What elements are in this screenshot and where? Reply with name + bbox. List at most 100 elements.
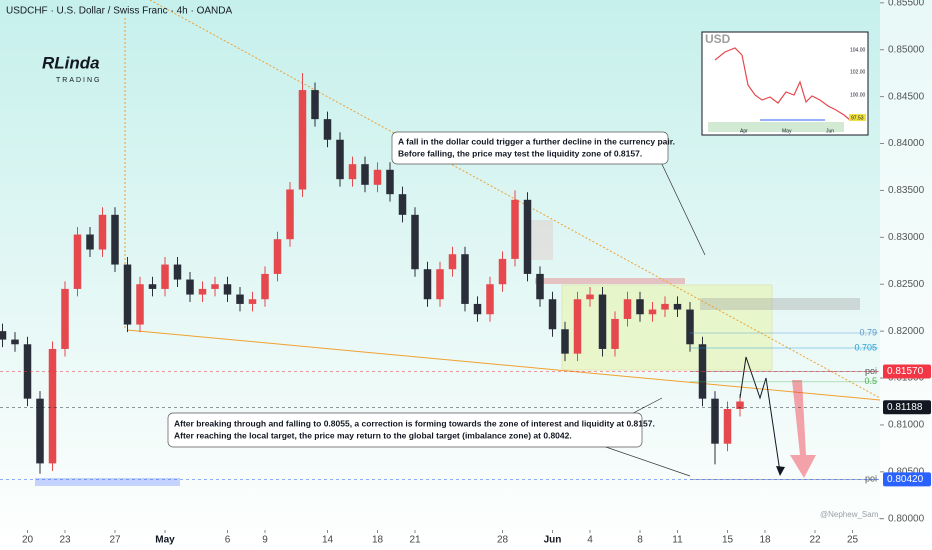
candle-body xyxy=(173,264,182,280)
price-label: 0.80420 xyxy=(887,474,924,485)
x-tick-label: 8 xyxy=(637,535,643,546)
x-tick-label: 20 xyxy=(22,535,34,546)
candle-body xyxy=(36,398,44,464)
candle-body xyxy=(611,318,619,349)
candle-body xyxy=(73,234,82,289)
candle-body xyxy=(648,309,657,315)
candle-body xyxy=(448,254,457,270)
candle-body xyxy=(673,303,682,310)
candle-body xyxy=(523,199,532,274)
candle-body xyxy=(286,189,294,240)
candle-body xyxy=(236,294,244,304)
y-tick-label: 0.80000 xyxy=(888,513,925,524)
candle-body xyxy=(61,288,69,349)
projection-path xyxy=(739,356,781,473)
candle-body xyxy=(323,119,332,140)
candle-body xyxy=(661,303,669,310)
inset-line xyxy=(714,47,851,121)
x-tick-label: May xyxy=(155,535,175,546)
candle-body xyxy=(336,139,344,180)
candle-body xyxy=(536,273,544,300)
candle-body xyxy=(298,90,307,190)
candle-body xyxy=(723,408,732,444)
logo: TRADING xyxy=(56,77,102,84)
level-label: 0.705 xyxy=(854,342,877,352)
inset-x-tick: Apr xyxy=(740,128,748,134)
y-tick-label: 0.80500 xyxy=(888,466,925,477)
candle-body xyxy=(498,258,507,285)
candle-body xyxy=(461,254,469,304)
x-tick-label: 23 xyxy=(59,535,71,546)
candle-body xyxy=(98,214,107,250)
candle-body xyxy=(86,234,94,250)
liquidity-zone xyxy=(535,278,685,284)
candle-body xyxy=(423,269,432,300)
y-tick-label: 0.83500 xyxy=(888,185,925,196)
callout-pointer xyxy=(659,159,706,256)
candle-body xyxy=(398,194,407,215)
x-tick-label: 25 xyxy=(847,535,859,546)
inset-last: 97.53 xyxy=(851,115,864,121)
candle-body xyxy=(211,284,219,289)
price-label-bg xyxy=(883,472,931,487)
candle-body xyxy=(348,164,357,180)
y-tick-label: 0.85000 xyxy=(888,44,925,55)
candle-body xyxy=(373,169,382,185)
inset-volume xyxy=(708,122,844,132)
y-tick-label: 0.85500 xyxy=(888,0,925,8)
level-label: 0.5 xyxy=(864,376,877,386)
target-zone xyxy=(35,478,180,486)
price-label: 0.81188 xyxy=(887,402,923,413)
y-tick-label: 0.81000 xyxy=(888,420,925,431)
level-label: 0.79 xyxy=(859,327,877,337)
candle-body xyxy=(273,239,282,274)
inset-y-tick: 104.00 xyxy=(850,47,866,53)
callout-pointer xyxy=(599,444,691,477)
candle-body xyxy=(361,164,369,185)
watermark: @Nephew_Sam_ xyxy=(820,510,883,519)
inset-title: USD xyxy=(705,32,731,46)
level-label: poi xyxy=(865,474,877,484)
candle-body xyxy=(261,273,269,300)
y-tick-label: 0.82000 xyxy=(888,326,925,337)
trendline xyxy=(149,0,881,399)
candle-body xyxy=(598,294,607,349)
candle-body xyxy=(248,299,257,304)
candle-body xyxy=(23,344,32,399)
price-label-bg xyxy=(883,364,931,379)
x-tick-label: 18 xyxy=(372,535,384,546)
callout xyxy=(391,131,669,165)
candle-body xyxy=(136,284,144,325)
imbalance-zone xyxy=(700,298,860,310)
y-tick-label: 0.84000 xyxy=(888,138,925,149)
inset-y-tick: 102.00 xyxy=(850,69,866,75)
candle-body xyxy=(586,294,594,300)
callout xyxy=(167,412,643,448)
y-tick-label: 0.82500 xyxy=(888,279,925,290)
candle-body xyxy=(486,284,494,315)
price-axis-bg xyxy=(880,0,932,550)
candle-body xyxy=(123,264,132,325)
x-tick-label: 22 xyxy=(809,535,821,546)
candle-body xyxy=(11,339,19,345)
target-arrow xyxy=(790,380,816,478)
candle-body xyxy=(311,90,319,120)
candle-body xyxy=(736,401,744,409)
candle-body xyxy=(573,299,582,354)
candle-body xyxy=(548,299,557,330)
inset-y-tick: 100.00 xyxy=(850,92,866,98)
candle-body xyxy=(386,169,394,195)
candle-body xyxy=(161,264,169,289)
annotation: Before falling, the price may test the l… xyxy=(398,148,642,158)
candle-body xyxy=(711,398,719,444)
x-tick-label: Jun xyxy=(544,535,562,546)
candle-body xyxy=(436,269,444,300)
inset-last-bg xyxy=(849,114,866,121)
candle-body xyxy=(561,329,569,354)
inset-x-tick: May xyxy=(782,128,792,134)
x-tick-label: 4 xyxy=(587,535,593,546)
annotation: After breaking through and falling to 0.… xyxy=(174,418,655,428)
x-tick-label: 21 xyxy=(409,535,421,546)
arrow-head xyxy=(776,466,785,476)
candle-body xyxy=(186,279,194,295)
